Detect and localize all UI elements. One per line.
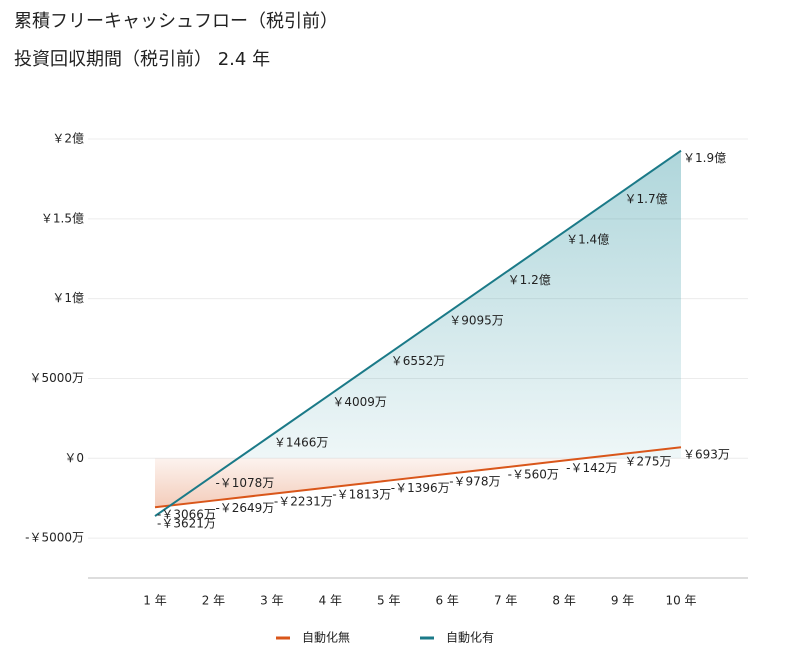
x-tick-label: 1 年: [143, 594, 166, 608]
data-label: -￥2231万: [274, 494, 333, 508]
line: [154, 446, 682, 509]
data-label: ￥1.4億: [566, 232, 609, 246]
chart-title: 累積フリーキャッシュフロー（税引前）: [14, 11, 338, 32]
y-tick-label: ￥0: [64, 451, 84, 465]
data-label: -￥3621万: [157, 517, 216, 531]
data-label: ￥1.2億: [508, 273, 551, 287]
data-label: -￥142万: [566, 461, 617, 475]
x-tick-label: 7 年: [494, 594, 517, 608]
x-tick-label: 9 年: [611, 594, 634, 608]
x-tick-label: 2 年: [202, 594, 225, 608]
data-label: ￥275万: [625, 454, 672, 468]
data-label: ￥6552万: [391, 354, 446, 368]
data-label: -￥560万: [508, 468, 559, 482]
y-tick-label: ￥1.5億: [41, 211, 84, 225]
data-label: -￥1813万: [332, 488, 391, 502]
data-label: -￥1396万: [391, 481, 450, 495]
legend-label: 自動化無: [302, 630, 350, 645]
data-label: ￥9095万: [449, 314, 504, 328]
x-tick-label: 4 年: [319, 594, 342, 608]
data-label: -￥1078万: [215, 476, 274, 490]
x-tick-label: 3 年: [260, 594, 283, 608]
data-label: ￥693万: [683, 448, 730, 462]
legend-label: 自動化有: [446, 631, 494, 645]
data-label: ￥1466万: [274, 435, 329, 449]
area: [155, 458, 681, 508]
data-label: ￥1.7億: [625, 192, 668, 206]
y-tick-label: ￥1億: [52, 291, 84, 305]
chart-subtitle: 投資回収期間（税引前） 2.4 年: [14, 49, 270, 70]
y-tick-label: -￥5000万: [25, 531, 84, 545]
y-tick-label: ￥5000万: [29, 371, 84, 385]
x-tick-label: 6 年: [435, 594, 458, 608]
data-label: -￥978万: [449, 474, 500, 488]
x-tick-label: 10 年: [665, 594, 696, 608]
y-tick-label: ￥2億: [52, 132, 84, 146]
x-tick-label: 5 年: [377, 594, 400, 608]
data-label: -￥3066万: [157, 508, 216, 522]
line: [154, 149, 682, 517]
data-label: ￥4009万: [332, 395, 387, 409]
data-label: -￥2649万: [215, 501, 274, 515]
x-tick-label: 8 年: [552, 594, 575, 608]
data-label: ￥1.9億: [683, 151, 726, 165]
